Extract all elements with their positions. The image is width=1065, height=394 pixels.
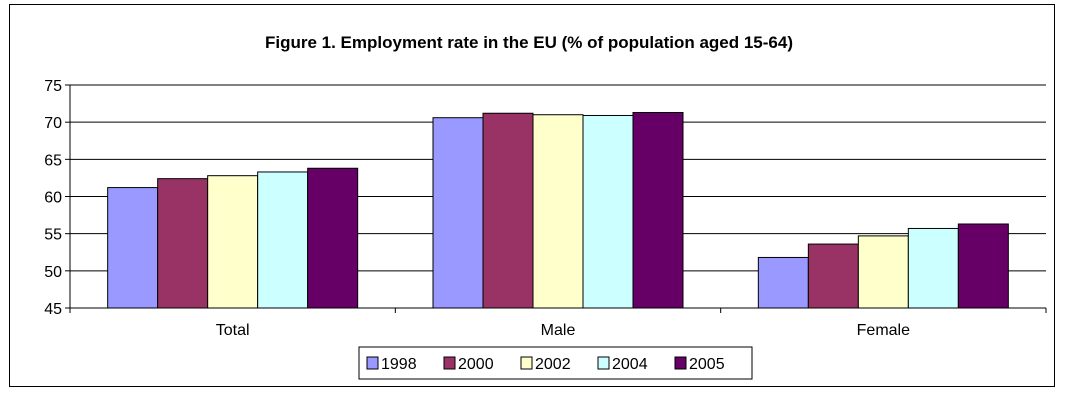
chart-title: Figure 1. Employment rate in the EU (% o…: [265, 33, 793, 52]
y-tick-label: 50: [44, 264, 62, 281]
legend-label-2000: 2000: [458, 356, 494, 373]
bar-2002-total: [207, 175, 259, 309]
bar-2005-male: [632, 112, 684, 309]
bar-2005-female: [957, 223, 1009, 309]
bar-2000-female: [807, 243, 859, 309]
bars: [107, 112, 1009, 309]
y-tick-label: 75: [44, 78, 62, 95]
legend-swatch-2000: [443, 356, 456, 370]
y-tick-label: 65: [44, 152, 62, 169]
legend-swatch-2002: [520, 356, 533, 370]
bar-2000-male: [482, 112, 534, 309]
y-tick-label: 45: [44, 301, 62, 318]
bar-2004-total: [257, 171, 309, 309]
x-category-label: Female: [857, 322, 910, 339]
legend-swatch-2005: [674, 356, 687, 370]
y-tick-label: 60: [44, 190, 62, 207]
legend-label-2005: 2005: [689, 356, 725, 373]
bar-2002-male: [532, 114, 584, 309]
chart-container: Figure 1. Employment rate in the EU (% o…: [9, 4, 1055, 387]
y-tick-label: 55: [44, 227, 62, 244]
bar-1998-total: [107, 187, 159, 309]
bar-2002-female: [857, 235, 909, 309]
axis-labels: 45 50 55 60 65 70 75 Total Male Female: [44, 78, 910, 339]
bar-2005-total: [307, 167, 359, 309]
x-category-label: Male: [541, 322, 576, 339]
x-category-label: Total: [216, 322, 250, 339]
bar-2000-total: [157, 178, 209, 309]
legend: 1998 2000 2002 2004 2005: [358, 346, 753, 380]
legend-swatch-2004: [597, 356, 610, 370]
bar-2004-male: [582, 114, 634, 309]
legend-swatch-1998: [366, 356, 379, 370]
legend-label-1998: 1998: [381, 356, 417, 373]
y-tick-label: 70: [44, 115, 62, 132]
bar-2004-female: [907, 227, 959, 309]
legend-label-2002: 2002: [535, 356, 571, 373]
bar-1998-male: [432, 117, 484, 309]
legend-label-2004: 2004: [612, 356, 648, 373]
bar-1998-female: [757, 256, 809, 309]
chart-svg: Figure 1. Employment rate in the EU (% o…: [44, 33, 1047, 380]
